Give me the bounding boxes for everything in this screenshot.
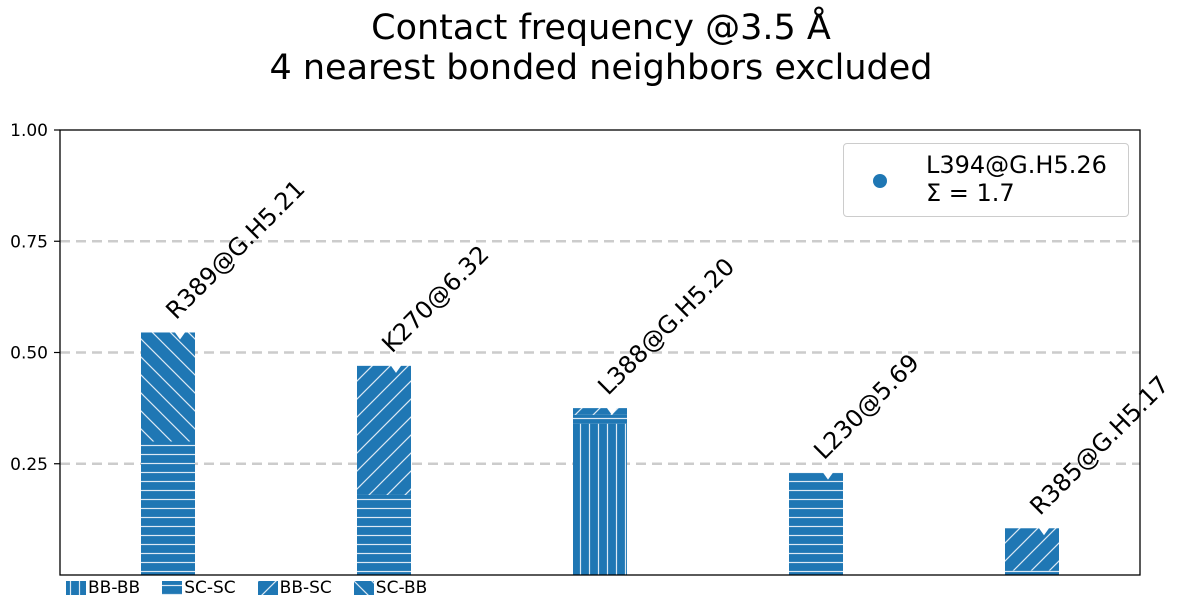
hatch-legend-item-sc-bb: SC-BB bbox=[353, 578, 428, 598]
hatch-legend-label: BB-SC bbox=[279, 578, 332, 598]
y-tick-label: 1.00 bbox=[10, 121, 48, 141]
bar-label-pointer bbox=[170, 325, 190, 340]
plot-frame bbox=[59, 129, 1141, 576]
bar-label: K270@6.32 bbox=[376, 240, 494, 358]
y-tick-label: 0.75 bbox=[10, 232, 48, 252]
bar-segment-sc-sc bbox=[789, 472, 843, 575]
hatch-legend-label: SC-BB bbox=[375, 578, 428, 598]
chart-title-line-1: Contact frequency @3.5 Å bbox=[371, 8, 831, 48]
hatch-legend-label: SC-SC bbox=[184, 578, 236, 598]
chart-title-line-2: 4 nearest bonded neighbors excluded bbox=[269, 48, 933, 88]
hatch-legend: BB-BB SC-SC BB-SC SC-BB bbox=[66, 576, 449, 600]
hatch-legend-item-bb-sc: BB-SC bbox=[257, 578, 332, 598]
bar-segment-bb-sc bbox=[357, 365, 411, 495]
bar-label-pointer bbox=[602, 401, 622, 416]
bar-label-pointer bbox=[818, 465, 838, 480]
bar-segment-bb-sc bbox=[1005, 528, 1059, 571]
bar-segment-sc-sc bbox=[141, 441, 195, 575]
bar-segment-bb-bb bbox=[573, 423, 627, 575]
bar-segment-sc-sc bbox=[357, 494, 411, 575]
bar-label: R385@G.H5.17 bbox=[1024, 370, 1174, 520]
y-tick-label: 0.50 bbox=[10, 344, 48, 364]
bar-segment-sc-sc bbox=[1005, 570, 1059, 575]
hatch-swatch-diagonal-back bbox=[353, 581, 374, 595]
hatch-legend-item-bb-bb: BB-BB bbox=[66, 578, 140, 598]
bar-label: R389@G.H5.21 bbox=[160, 175, 310, 325]
bar-label: L388@G.H5.20 bbox=[592, 253, 740, 401]
legend: L394@G.H5.26 Σ = 1.7 bbox=[843, 143, 1129, 217]
hatch-legend-item-sc-sc: SC-SC bbox=[162, 578, 236, 598]
bar-segment-sc-sc bbox=[573, 414, 627, 424]
hatch-swatch-diagonal-forward bbox=[257, 581, 278, 595]
y-tick-label: 0.25 bbox=[10, 455, 48, 475]
legend-label: L394@G.H5.26 bbox=[926, 151, 1107, 179]
hatch-swatch-vertical bbox=[66, 581, 86, 595]
legend-marker bbox=[873, 174, 887, 188]
bar-label-pointer bbox=[386, 358, 406, 373]
bar-label-pointer bbox=[1034, 521, 1054, 536]
bar-label: L230@5.69 bbox=[808, 348, 924, 464]
bar-segment-sc-bb bbox=[141, 332, 195, 442]
bar-segment-bb-sc bbox=[573, 408, 627, 415]
hatch-legend-label: BB-BB bbox=[88, 578, 141, 598]
legend-sum: Σ = 1.7 bbox=[926, 179, 1015, 207]
hatch-swatch-horizontal bbox=[162, 581, 183, 595]
